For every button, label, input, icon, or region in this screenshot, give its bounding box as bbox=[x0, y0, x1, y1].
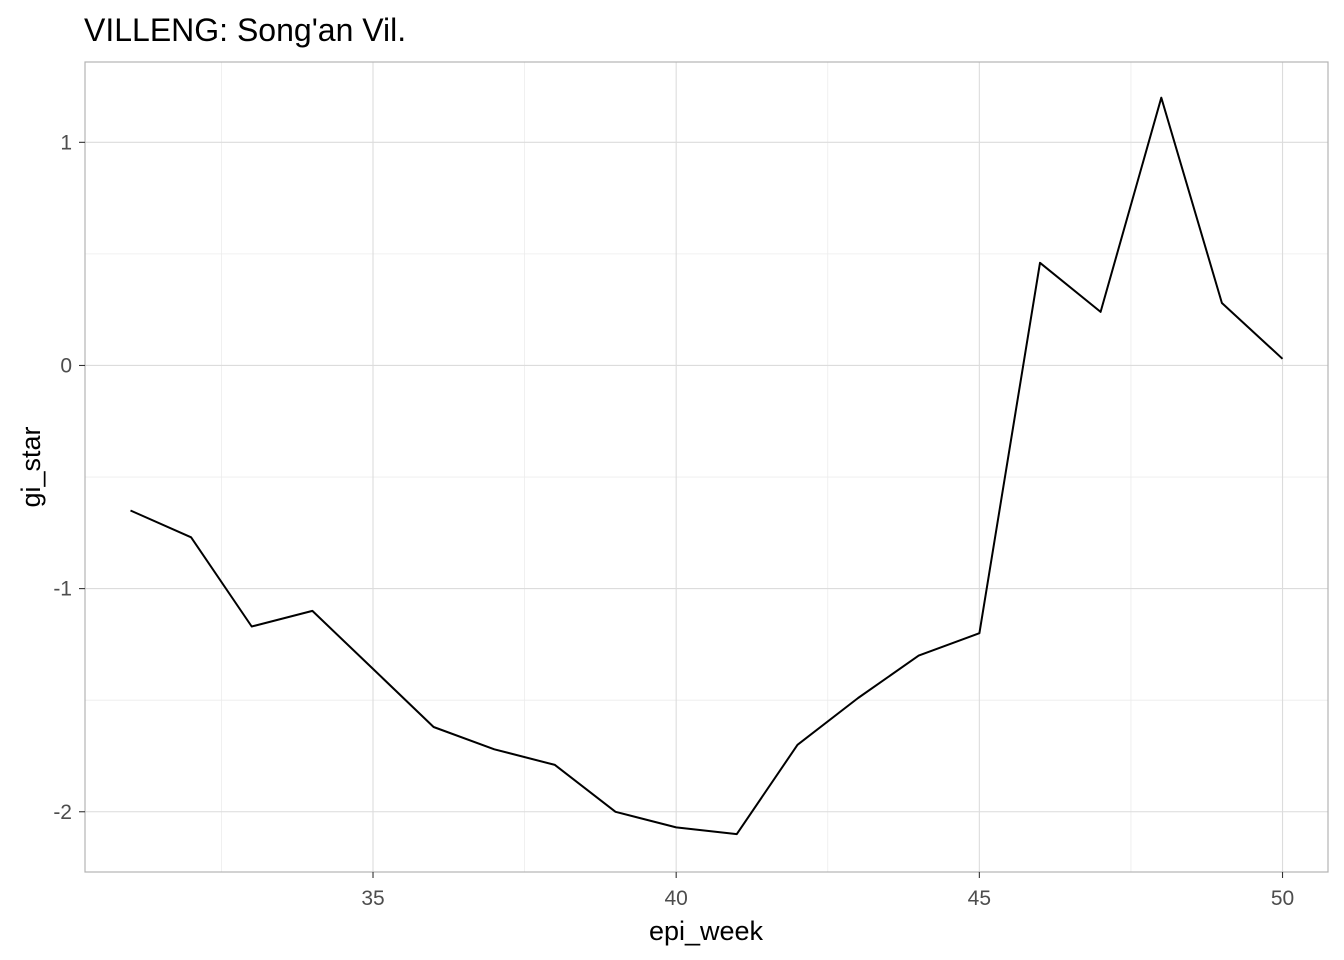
x-tick-label: 45 bbox=[968, 887, 991, 910]
y-tick-label: -1 bbox=[53, 578, 72, 601]
y-axis-ticks: 1 0 -1 -2 bbox=[53, 131, 85, 824]
y-tick-label: -2 bbox=[53, 801, 72, 824]
series-layer bbox=[130, 96, 1284, 836]
x-tick-label: 35 bbox=[361, 887, 384, 910]
series-line bbox=[130, 96, 1284, 836]
y-tick-label: 1 bbox=[60, 131, 72, 154]
x-tick-label: 40 bbox=[665, 887, 688, 910]
x-tick-label: 50 bbox=[1271, 887, 1294, 910]
grid bbox=[85, 62, 1328, 872]
panel-border bbox=[84, 61, 1329, 873]
x-axis-ticks: 35 40 45 50 bbox=[361, 872, 1294, 910]
x-axis-title: epi_week bbox=[649, 916, 764, 946]
y-tick-label: 0 bbox=[60, 354, 72, 377]
chart-title: VILLENG: Song'an Vil. bbox=[84, 12, 406, 48]
y-axis-title: gi_star bbox=[16, 426, 46, 507]
